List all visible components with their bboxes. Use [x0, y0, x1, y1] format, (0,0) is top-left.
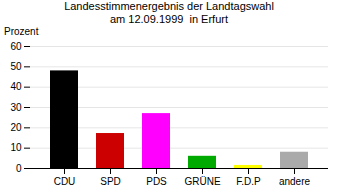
svg-text:andere: andere — [279, 176, 311, 187]
svg-text:PDS: PDS — [146, 176, 167, 187]
html-text:Landesstimmenergebnis der Land: Landesstimmenergebnis der Landtagswahl — [64, 0, 274, 12]
svg-text:GRÜNE: GRÜNE — [184, 176, 220, 187]
svg-text:10: 10 — [10, 142, 22, 153]
svg-text:F.D.P: F.D.P — [236, 176, 261, 187]
svg-text:0: 0 — [16, 163, 22, 174]
svg-text:CDU: CDU — [54, 176, 76, 187]
html-text:am 12.09.1999 in Erfurt: am 12.09.1999 in Erfurt — [110, 13, 228, 25]
svg-text:50: 50 — [10, 61, 22, 72]
svg-text:20: 20 — [10, 122, 22, 133]
svg-text:40: 40 — [10, 81, 22, 92]
html-text:Prozent: Prozent — [4, 26, 39, 37]
svg-text:SPD: SPD — [100, 176, 121, 187]
svg-text:60: 60 — [10, 41, 22, 52]
svg-text:30: 30 — [10, 102, 22, 113]
